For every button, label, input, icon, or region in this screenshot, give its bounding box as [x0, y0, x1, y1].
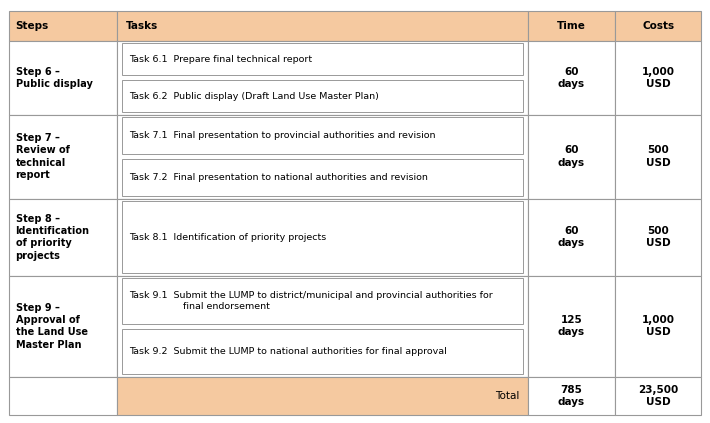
Text: 1,000
USD: 1,000 USD [642, 66, 674, 89]
Text: 500
USD: 500 USD [646, 146, 670, 168]
Text: Step 9 –
Approval of
the Land Use
Master Plan: Step 9 – Approval of the Land Use Master… [16, 303, 87, 350]
Bar [615, 11, 701, 41]
Bar [615, 41, 701, 115]
Text: Costs: Costs [642, 21, 674, 31]
Bar [121, 80, 523, 112]
Text: Task 8.1  Identification of priority projects: Task 8.1 Identification of priority proj… [129, 233, 326, 242]
Bar [528, 377, 615, 415]
Bar [117, 115, 528, 199]
Bar [615, 377, 701, 415]
Text: Task 7.1  Final presentation to provincial authorities and revision: Task 7.1 Final presentation to provincia… [129, 131, 435, 140]
Text: Tasks: Tasks [126, 21, 158, 31]
Bar [121, 201, 523, 273]
Bar [121, 44, 523, 75]
Bar [117, 41, 528, 115]
Bar [615, 276, 701, 377]
Text: Task 9.1  Submit the LUMP to district/municipal and provincial authorities for
 : Task 9.1 Submit the LUMP to district/mun… [129, 291, 493, 311]
Bar [121, 329, 523, 374]
Bar [9, 115, 117, 199]
Text: 1,000
USD: 1,000 USD [642, 315, 674, 338]
Bar [615, 115, 701, 199]
Text: Steps: Steps [16, 21, 49, 31]
Bar [117, 199, 528, 276]
Bar [528, 276, 615, 377]
Bar [121, 159, 523, 196]
Text: 125
days: 125 days [557, 315, 585, 338]
Text: 60
days: 60 days [557, 66, 585, 89]
Text: 23,500
USD: 23,500 USD [638, 385, 678, 407]
Bar [528, 11, 615, 41]
Bar [9, 199, 117, 276]
Text: 785
days: 785 days [557, 385, 585, 407]
Text: 500
USD: 500 USD [646, 226, 670, 248]
Text: Step 6 –
Public display: Step 6 – Public display [16, 66, 92, 89]
Text: 60
days: 60 days [557, 226, 585, 248]
Bar [121, 117, 523, 154]
Text: Total: Total [495, 391, 519, 401]
Bar [121, 278, 523, 324]
Text: Task 6.1  Prepare final technical report: Task 6.1 Prepare final technical report [129, 55, 312, 64]
Bar [117, 377, 528, 415]
Bar [528, 199, 615, 276]
Text: Task 6.2  Public display (Draft Land Use Master Plan): Task 6.2 Public display (Draft Land Use … [129, 92, 378, 101]
Bar [9, 377, 117, 415]
Bar [9, 276, 117, 377]
Bar [615, 199, 701, 276]
Bar [528, 41, 615, 115]
Bar [528, 115, 615, 199]
Text: Task 7.2  Final presentation to national authorities and revision: Task 7.2 Final presentation to national … [129, 173, 427, 182]
Text: Task 9.2  Submit the LUMP to national authorities for final approval: Task 9.2 Submit the LUMP to national aut… [129, 347, 447, 356]
Bar [117, 11, 528, 41]
Text: Time: Time [557, 21, 586, 31]
Bar [9, 11, 117, 41]
Bar [117, 276, 528, 377]
Text: Step 7 –
Review of
technical
report: Step 7 – Review of technical report [16, 133, 70, 180]
Text: 60
days: 60 days [557, 146, 585, 168]
Bar [9, 41, 117, 115]
Text: Step 8 –
Identification
of priority
projects: Step 8 – Identification of priority proj… [16, 214, 89, 261]
